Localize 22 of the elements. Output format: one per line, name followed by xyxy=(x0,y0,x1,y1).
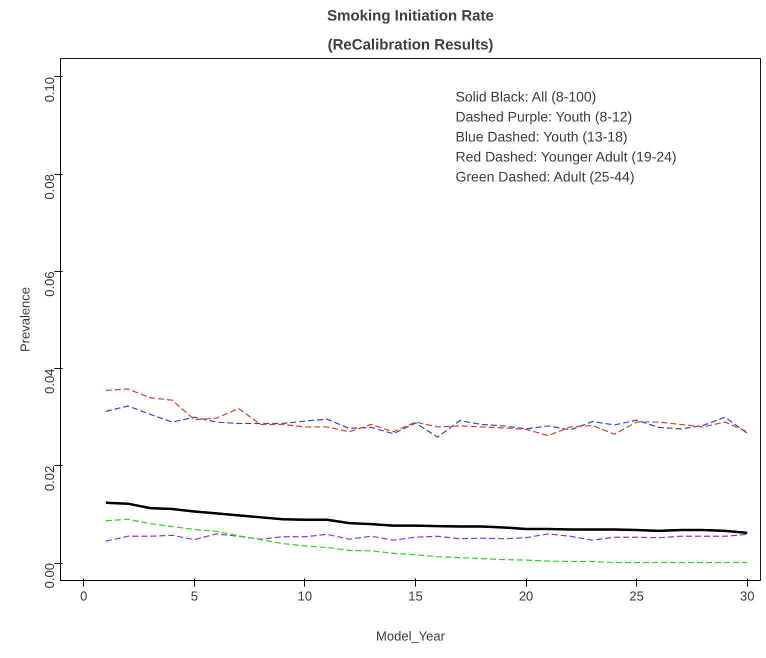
y-tick-label: 0.00 xyxy=(42,562,57,588)
annotation: Green Dashed: Adult (25-44) xyxy=(456,168,634,184)
x-tick-label: 0 xyxy=(80,588,88,604)
x-tick-label: 10 xyxy=(298,588,312,604)
x-tick-label: 20 xyxy=(518,588,534,604)
chart-title: Smoking Initiation Rate xyxy=(327,8,494,24)
x-tick-label: 15 xyxy=(408,588,423,604)
x-axis-title: Model_Year xyxy=(376,628,446,644)
x-tick-label: 30 xyxy=(740,588,754,604)
y-tick-label: 0.08 xyxy=(42,174,57,200)
annotation: Dashed Purple: Youth (8-12) xyxy=(456,108,632,124)
annotation: Solid Black: All (8-100) xyxy=(456,88,596,104)
x-tick-label: 5 xyxy=(190,588,198,604)
y-axis-title: Prevalence xyxy=(18,286,32,352)
y-tick-label: 0.02 xyxy=(42,466,57,492)
x-tick-label: 25 xyxy=(629,588,644,604)
annotation: Red Dashed: Younger Adult (19-24) xyxy=(456,148,677,164)
annotation: Blue Dashed: Youth (13-18) xyxy=(456,128,628,144)
y-tick-label: 0.04 xyxy=(42,368,57,394)
y-tick-label: 0.06 xyxy=(42,271,57,297)
y-tick-label: 0.10 xyxy=(42,76,57,102)
chart-subtitle: (ReCalibration Results) xyxy=(328,36,494,54)
